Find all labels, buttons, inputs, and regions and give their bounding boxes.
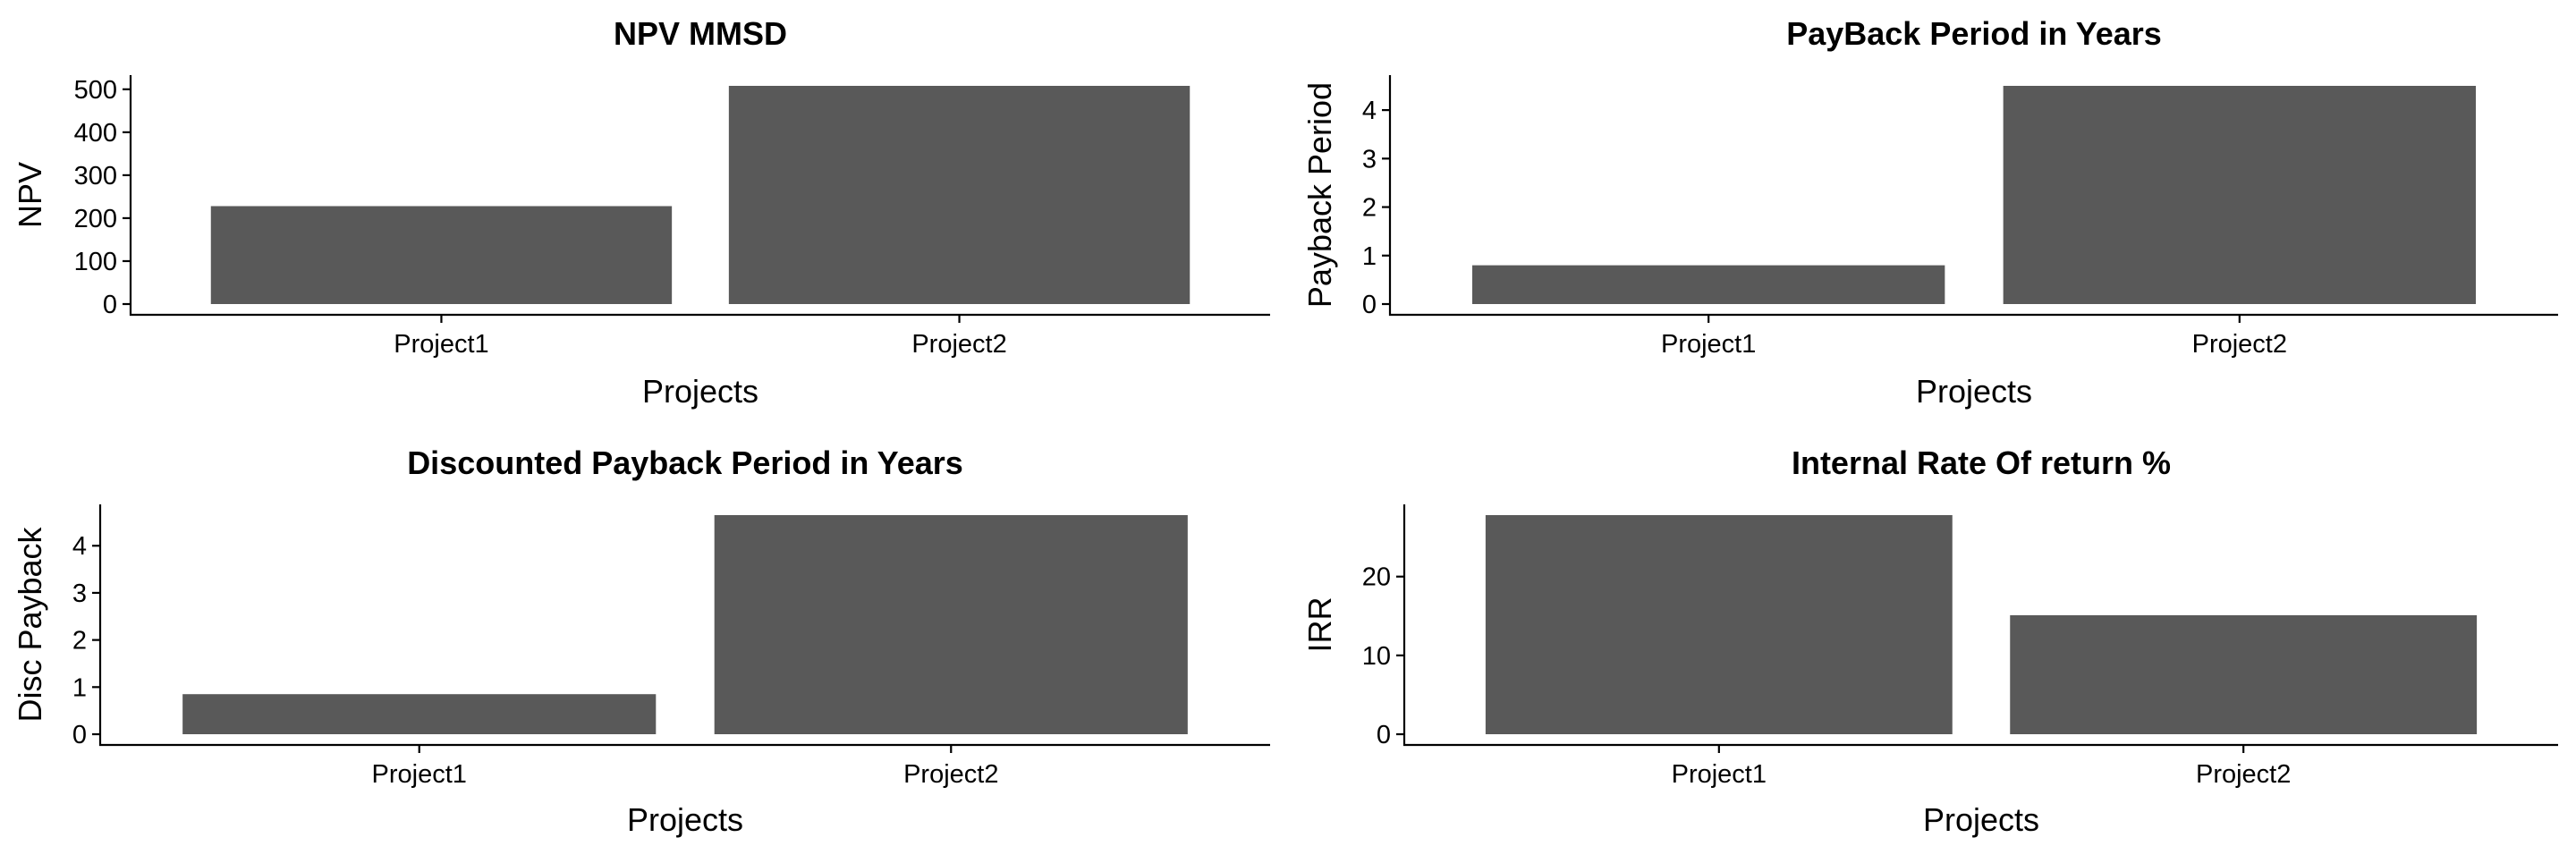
y-tick-label: 1 [72,673,87,702]
y-tick-label: 4 [72,532,87,561]
axis-lines [1388,75,2558,317]
x-tick-label: Project2 [2196,760,2291,789]
bar-project2 [2003,86,2476,304]
x-tick-label: Project2 [2192,330,2287,359]
y-tick-label: 0 [72,721,87,749]
y-axis-title: Payback Period [1301,82,1338,308]
chart-title: PayBack Period in Years [1786,15,2162,52]
bar-project2 [2010,614,2478,734]
chart-panel-4: Internal Rate Of return % 0 10 20 Project1 Pr… [1301,444,2558,838]
x-axis-title: Projects [627,801,743,838]
y-tick-label: 2 [72,627,87,656]
y-tick-label: 200 [74,205,117,233]
chart-panel-2: PayBack Period in Years 0 1 2 3 4 Project1 Proj… [1301,15,2558,410]
chart-title: Discounted Payback Period in Years [407,444,963,481]
x-tick-label: Project1 [372,760,467,789]
x-axis-title: Projects [1923,801,2039,838]
chart-panel-3: Discounted Payback Period in Years 0 1 2 3 4 P… [12,444,1270,838]
y-tick-label: 3 [72,580,87,608]
y-tick-label: 10 [1362,642,1391,671]
x-axis-title: Projects [642,373,758,410]
axis-lines [129,75,1270,317]
axis-lines [1402,504,2558,747]
y-tick-label: 3 [1362,145,1377,173]
bar-project1 [210,206,673,304]
x-tick-label: Project2 [911,330,1006,359]
x-tick-label: Project1 [1661,330,1756,359]
y-tick-label: 0 [1377,721,1391,749]
y-tick-label: 2 [1362,194,1377,223]
y-tick-label: 300 [74,162,117,190]
chart-title: Internal Rate Of return % [1792,444,2171,481]
chart-title: NPV MMSD [614,15,787,52]
y-axis-title: Disc Payback [12,526,48,722]
y-tick-label: 0 [103,291,117,319]
bar-project2 [728,86,1191,304]
y-tick-label: 100 [74,248,117,276]
bar-project1 [182,694,657,734]
y-tick-label: 1 [1362,242,1377,271]
y-tick-label: 20 [1362,563,1391,592]
x-axis-title: Projects [1916,373,2032,410]
axis-lines [98,504,1270,747]
x-tick-label: Project2 [903,760,998,789]
y-axis-title: NPV [12,162,48,228]
y-tick-label: 4 [1362,97,1377,125]
bar-project1 [1472,265,1945,304]
y-tick-label: 400 [74,119,117,148]
y-tick-label: 500 [74,76,117,105]
chart-panel-1: NPV MMSD 0 100 200 300 400 500 Project1 Project2… [12,15,1270,410]
y-tick-label: 0 [1362,291,1377,319]
x-tick-label: Project1 [1672,760,1767,789]
bar-project1 [1485,515,1953,734]
x-tick-label: Project1 [394,330,488,359]
y-axis-title: IRR [1301,597,1338,653]
bar-project2 [714,515,1188,734]
